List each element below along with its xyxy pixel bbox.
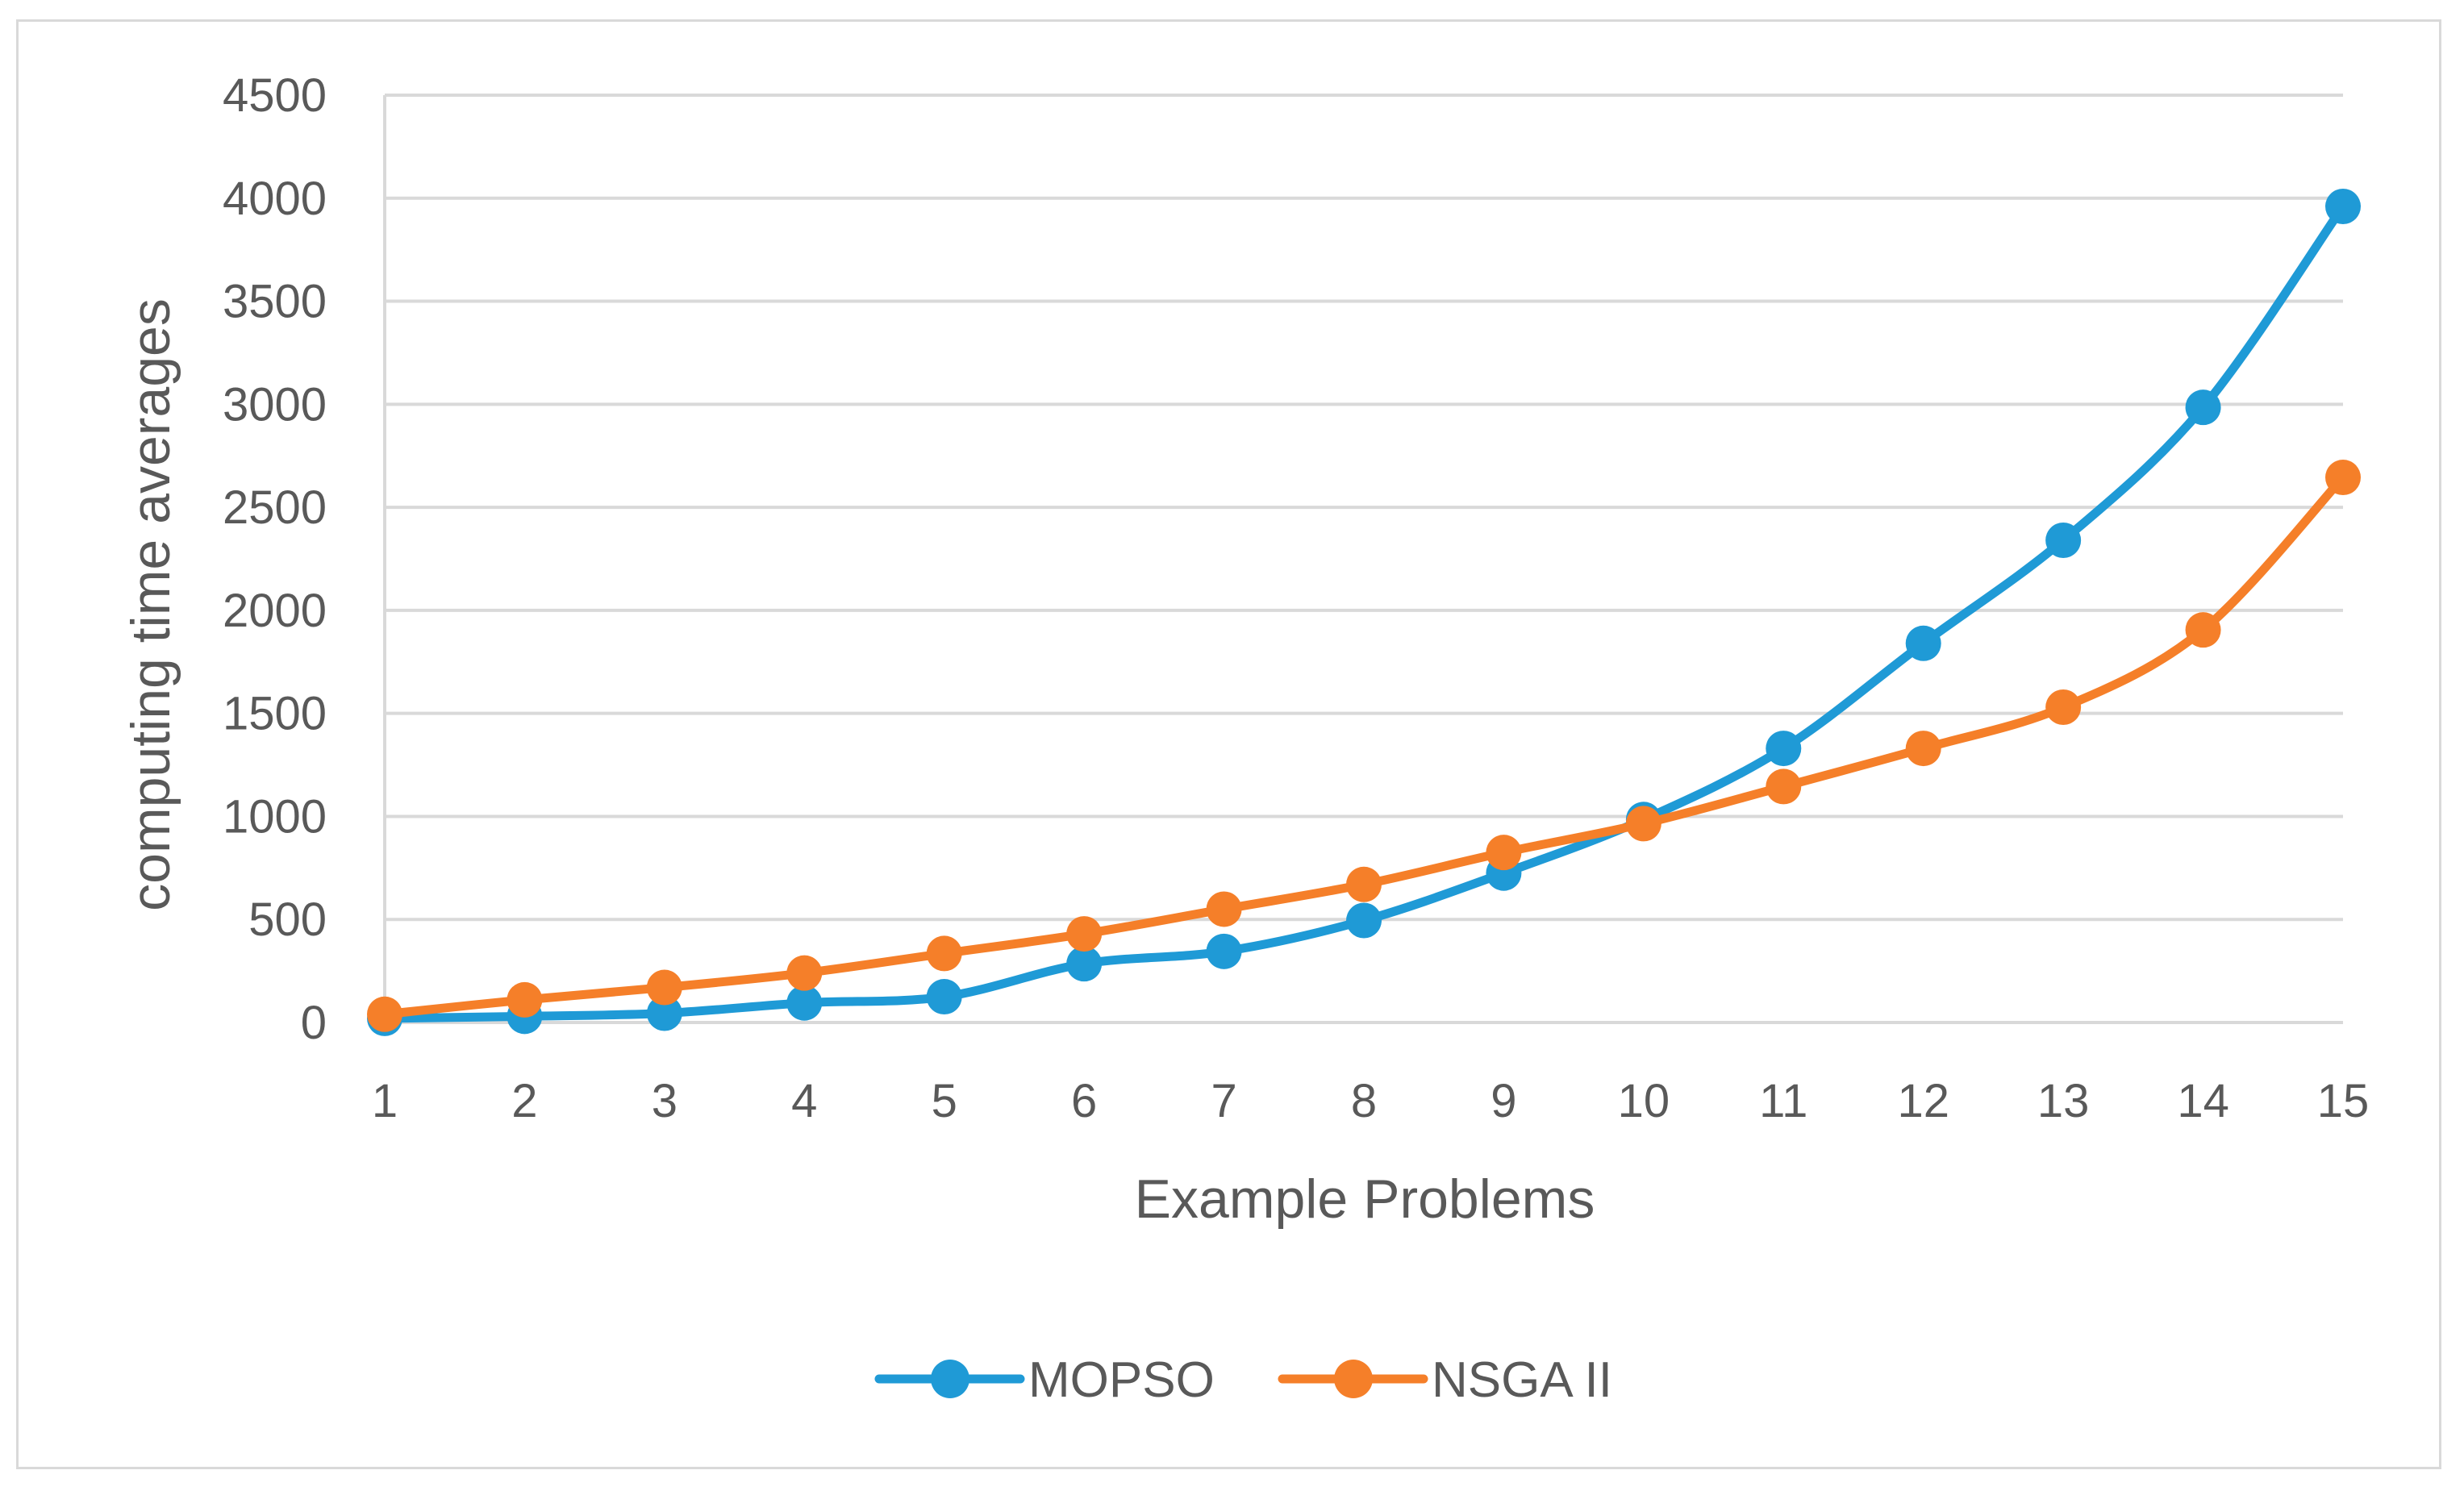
data-point xyxy=(1905,731,1941,767)
legend-item: MOPSO xyxy=(874,1352,1215,1408)
y-tick-label: 3500 xyxy=(223,276,327,328)
y-tick-label: 2000 xyxy=(223,585,327,637)
data-point xyxy=(1206,933,1242,969)
x-tick-label: 5 xyxy=(932,1075,957,1127)
legend-label: MOPSO xyxy=(1028,1352,1215,1408)
x-tick-label: 2 xyxy=(511,1075,537,1127)
x-tick-label: 7 xyxy=(1211,1075,1236,1127)
data-point xyxy=(1206,891,1242,927)
y-tick-label: 2500 xyxy=(223,481,327,534)
data-point xyxy=(926,979,962,1015)
data-point xyxy=(2325,460,2361,496)
legend-label: NSGA II xyxy=(1432,1352,1612,1408)
data-point xyxy=(1625,806,1661,842)
data-point xyxy=(367,996,402,1032)
data-point xyxy=(1066,916,1103,952)
x-tick-label: 3 xyxy=(652,1075,677,1127)
legend-swatch-marker xyxy=(931,1360,969,1398)
data-point xyxy=(1766,768,1802,805)
x-axis-title: Example Problems xyxy=(1135,1168,1595,1230)
x-tick-label: 14 xyxy=(2177,1075,2229,1127)
data-point xyxy=(1346,866,1382,902)
series-mopso xyxy=(367,189,2361,1036)
x-tick-labels: 1 2 3 4 5 6 7 8 9 10 11 12 13 14 15 xyxy=(372,1075,2369,1127)
x-tick-label: 15 xyxy=(2317,1075,2370,1127)
data-point xyxy=(646,969,682,1006)
data-point xyxy=(2045,689,2082,725)
y-tick-label: 3000 xyxy=(223,378,327,431)
data-point xyxy=(786,955,823,991)
y-tick-label: 1000 xyxy=(223,790,327,843)
y-tick-labels: 0 500 1000 1500 2000 2500 3000 3500 4000 4500 xyxy=(223,69,327,1049)
legend: MOPSO NSGA II xyxy=(874,1352,1612,1408)
data-point xyxy=(1486,835,1522,871)
x-tick-label: 4 xyxy=(791,1075,817,1127)
legend-item: NSGA II xyxy=(1278,1352,1612,1408)
chart-frame xyxy=(16,19,2441,1469)
x-tick-label: 8 xyxy=(1351,1075,1377,1127)
x-tick-label: 11 xyxy=(1759,1075,1807,1127)
y-tick-label: 500 xyxy=(248,893,327,946)
gridlines xyxy=(383,94,2343,1024)
data-point xyxy=(507,981,543,1018)
x-tick-label: 9 xyxy=(1490,1075,1516,1127)
y-tick-label: 4000 xyxy=(223,173,327,225)
x-tick-label: 6 xyxy=(1071,1075,1097,1127)
data-point xyxy=(2185,612,2221,648)
data-point xyxy=(646,995,682,1031)
data-point xyxy=(1346,902,1382,939)
y-tick-label: 1500 xyxy=(223,688,327,740)
data-point xyxy=(2325,189,2361,224)
data-point xyxy=(786,985,823,1021)
data-point xyxy=(926,935,962,972)
legend-swatch-marker xyxy=(1334,1360,1373,1398)
data-point xyxy=(1066,946,1103,982)
x-tick-label: 12 xyxy=(1897,1075,1949,1127)
y-axis-title: computing time averages xyxy=(120,298,181,911)
data-point xyxy=(2045,523,2082,558)
x-tick-label: 13 xyxy=(2037,1075,2090,1127)
y-tick-label: 0 xyxy=(301,997,327,1049)
series-nsga-ii xyxy=(367,460,2361,1032)
x-tick-label: 1 xyxy=(372,1075,398,1127)
data-point xyxy=(2185,389,2221,426)
series-lines xyxy=(367,189,2361,1036)
data-point xyxy=(1766,731,1802,767)
y-tick-label: 4500 xyxy=(223,69,327,122)
data-point xyxy=(1905,625,1941,661)
x-tick-label: 10 xyxy=(1618,1075,1670,1127)
